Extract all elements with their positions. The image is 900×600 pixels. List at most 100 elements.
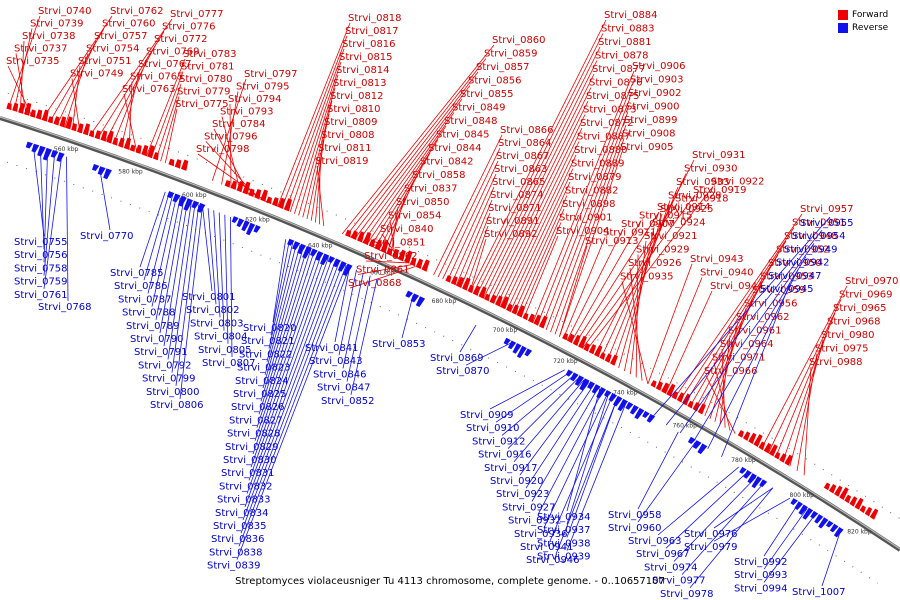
forward-leader-line <box>41 15 113 121</box>
reverse-leader-line <box>238 264 347 547</box>
backbone-group <box>0 92 900 584</box>
forward-gene-arrow <box>588 344 597 355</box>
forward-leader-line <box>358 98 463 242</box>
forward-leader-line <box>523 235 559 319</box>
reverse-gene-label: Strvi_0802 <box>186 305 240 316</box>
forward-gene-label: Strvi_0776 <box>162 22 216 33</box>
reverse-gene-label: Strvi_0833 <box>217 495 271 506</box>
reverse-gene-label: Strvi_0834 <box>215 508 269 519</box>
reverse-gene-label: Strvi_0768 <box>38 302 92 313</box>
reverse-leader-line <box>179 205 203 400</box>
reverse-leader-line <box>763 513 816 583</box>
forward-gene-label: Strvi_0857 <box>476 62 530 73</box>
forward-leader-line <box>310 126 327 221</box>
forward-gene-label: Strvi_0878 <box>595 51 649 62</box>
forward-gene-label: Strvi_0754 <box>86 44 140 55</box>
reverse-gene-label: Strvi_0800 <box>146 387 200 398</box>
forward-leader-line <box>469 238 487 293</box>
forward-gene-label: Strvi_0815 <box>339 52 393 63</box>
forward-gene-arrow <box>834 485 843 497</box>
forward-gene-label: Strvi_0848 <box>444 116 498 127</box>
reverse-gene-label: Strvi_0821 <box>241 336 295 347</box>
reverse-gene-arrow <box>625 401 634 410</box>
reverse-gene-label: Strvi_0939 <box>537 552 591 563</box>
forward-leader-line <box>294 74 339 214</box>
reverse-gene-label: Strvi_0823 <box>237 363 291 374</box>
forward-gene-label: Strvi_0735 <box>6 56 60 67</box>
forward-gene-label: Strvi_0952 <box>776 245 830 256</box>
forward-leader-line <box>713 362 731 431</box>
forward-leader-line <box>656 277 703 389</box>
forward-gene-label: Strvi_0881 <box>598 37 652 48</box>
reverse-gene-arrow <box>790 498 798 506</box>
forward-gene-arrow <box>768 444 778 457</box>
forward-gene-label: Strvi_0887 <box>577 132 631 143</box>
forward-legend-label: Forward <box>852 9 889 20</box>
forward-gene-arrow <box>784 454 793 466</box>
forward-gene-arrow <box>743 431 751 441</box>
reverse-gene-label: Strvi_0978 <box>660 589 714 600</box>
reverse-gene-arrow <box>579 378 590 391</box>
reverse-leader-line <box>637 431 679 510</box>
reverse-legend-label: Reverse <box>852 22 889 33</box>
forward-gene-arrow <box>869 508 879 520</box>
forward-leader-line <box>499 141 580 308</box>
reverse-gene-label: Strvi_0790 <box>130 334 184 345</box>
forward-leader-line <box>803 366 812 476</box>
forward-leader-line <box>559 151 623 337</box>
reverse-leader-line <box>260 248 308 402</box>
reverse-swatch <box>838 22 848 33</box>
reverse-gene-arrow <box>617 398 628 412</box>
forward-leader-line <box>373 247 404 262</box>
forward-gene-arrow <box>94 130 101 140</box>
reverse-leader-line <box>489 369 565 410</box>
reverse-gene-label: Strvi_0949 <box>784 244 838 255</box>
reverse-gene-arrow <box>687 436 696 444</box>
forward-gene-arrow <box>671 391 679 400</box>
reverse-gene-arrow <box>172 193 181 203</box>
forward-gene-arrow <box>655 381 663 391</box>
reverse-leader-line <box>99 168 111 231</box>
reverse-leader-line <box>459 324 477 353</box>
reverse-gene-label: Strvi_0761 <box>14 290 68 301</box>
forward-gene-label: Strvi_0842 <box>420 157 474 168</box>
forward-leader-line <box>665 290 713 394</box>
forward-gene-label: Strvi_0935 <box>620 272 674 283</box>
forward-leader-line <box>678 227 795 402</box>
forward-gene-label: Strvi_0921 <box>644 231 698 242</box>
forward-gene-arrow <box>362 232 372 246</box>
forward-gene-label: Strvi_0760 <box>102 19 156 30</box>
reverse-leader-line <box>525 384 594 489</box>
forward-leader-line <box>482 73 595 299</box>
forward-gene-arrow <box>533 314 542 326</box>
forward-gene-arrow <box>753 434 763 447</box>
reverse-leader-line <box>537 390 604 515</box>
forward-gene-label: Strvi_0933 <box>676 177 730 188</box>
forward-gene-arrow <box>77 123 84 134</box>
forward-leader-line <box>123 93 138 153</box>
forward-leader-line <box>13 28 33 112</box>
forward-leader-line <box>112 56 149 145</box>
reverse-leader-line <box>693 256 807 442</box>
forward-gene-label: Strvi_0767 <box>138 59 192 70</box>
forward-gene-label: Strvi_0837 <box>404 184 458 195</box>
forward-gene-label: Strvi_0844 <box>428 143 482 154</box>
forward-gene-label: Strvi_0969 <box>839 290 893 301</box>
forward-leader-line <box>581 194 696 349</box>
chromosome-backbone <box>0 116 900 552</box>
reverse-gene-arrow <box>183 198 193 211</box>
reverse-gene-arrow <box>337 261 347 272</box>
forward-gene-arrow <box>450 275 458 286</box>
reverse-leader-line <box>248 257 329 481</box>
reverse-gene-arrow <box>794 501 803 510</box>
forward-gene-label: Strvi_0809 <box>324 117 378 128</box>
forward-leader-line <box>197 153 269 204</box>
forward-leader-line <box>455 199 493 286</box>
reverse-leader-line <box>258 249 312 415</box>
reverse-leader-line <box>721 282 791 458</box>
reverse-gene-label: Strvi_0920 <box>490 476 544 487</box>
forward-leader-line <box>760 285 848 450</box>
forward-gene-label: Strvi_0874 <box>490 190 544 201</box>
reverse-gene-arrow <box>97 166 106 176</box>
forward-leader-line <box>460 212 491 288</box>
